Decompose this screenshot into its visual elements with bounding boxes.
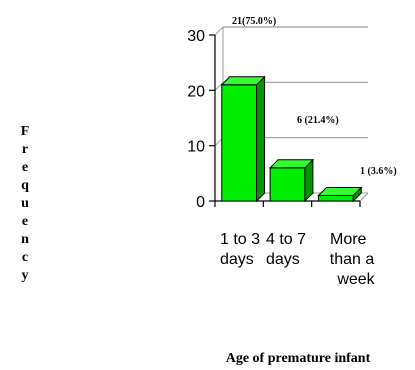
x-category-label: More	[330, 231, 367, 248]
x-axis-title: Age of premature infant	[226, 351, 371, 366]
y-tick-label: 20	[187, 83, 205, 100]
bar-layer	[220, 75, 363, 203]
data-label: 1 (3.6%)	[360, 166, 397, 177]
y-axis-title-letter: u	[21, 196, 29, 211]
bar-top	[317, 186, 363, 196]
y-axis-title-letter: F	[21, 124, 30, 139]
bar	[269, 167, 306, 202]
text-layer: 0 10 20 30 21(75.0%) 6 (21.4%) 1 (3.6%) 1 to 3 d…	[21, 16, 397, 288]
y-tick-label: 30	[187, 28, 205, 45]
y-axis-title-letter: y	[22, 268, 29, 283]
data-label: 6 (21.4%)	[297, 115, 339, 126]
x-category-label: than a	[330, 251, 375, 268]
x-category-label: week	[336, 271, 375, 288]
y-tick-label: 10	[187, 139, 205, 156]
bar-side	[256, 75, 266, 203]
y-axis-title-letter: c	[22, 250, 28, 265]
x-category-label: 1 to 3	[220, 231, 260, 248]
bar	[221, 84, 258, 202]
x-category-label: days	[266, 251, 300, 268]
floor-right-edge	[359, 192, 369, 202]
bar-top	[220, 76, 266, 86]
gridline-side	[214, 26, 224, 36]
gridline-side	[214, 81, 224, 91]
y-tick-label: 0	[196, 194, 205, 211]
x-category-label: 4 to 7	[266, 231, 306, 248]
x-category-label: days	[220, 251, 254, 268]
bar-top	[268, 159, 315, 169]
y-axis-title-letter: r	[22, 142, 28, 157]
y-axis-title-letter: e	[22, 214, 28, 229]
y-axis-title-letter: q	[21, 178, 29, 193]
data-label: 21(75.0%)	[232, 16, 276, 27]
bar	[317, 194, 354, 202]
y-axis-title-letter: n	[21, 232, 29, 247]
y-axis-title-letter: e	[22, 160, 28, 175]
